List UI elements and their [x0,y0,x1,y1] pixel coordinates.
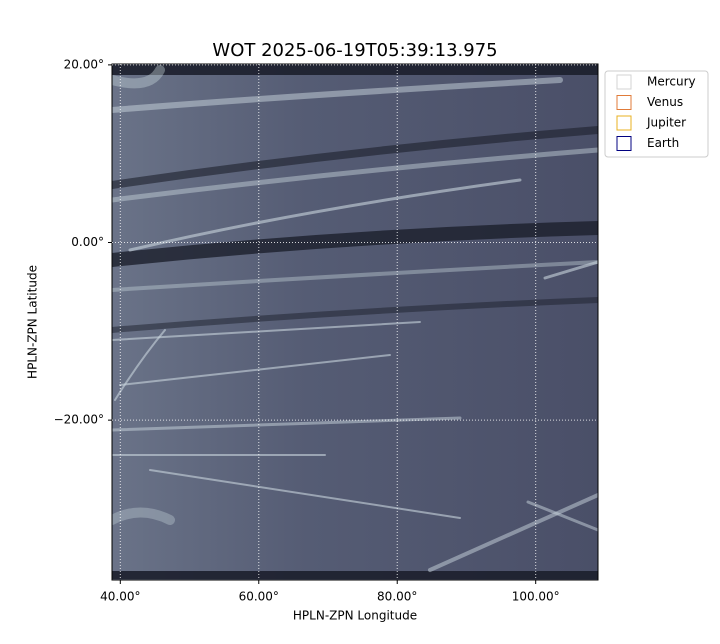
legend [604,70,709,158]
x-tick-label: 60.00° [239,590,279,604]
image [112,64,598,580]
legend-swatch [616,95,632,110]
chart-title: WOT 2025-06-19T05:39:13.975 [212,40,497,61]
legend-label: Mercury [647,75,696,89]
legend-swatch [616,74,632,90]
legend-label: Venus [647,95,683,109]
x-tick-label: 80.00° [377,590,417,604]
legend-swatch [616,115,632,131]
x-tick-label: 40.00° [100,590,140,604]
legend-label: Jupiter [646,116,686,130]
legend-label: Earth [647,136,679,150]
y-tick-label: −20.00° [54,413,104,427]
y-axis-label: HPLN-ZPN Latitude [26,265,40,379]
y-tick-label: 0.00° [71,235,104,249]
y-tick-label: 20.00° [64,57,104,71]
x-tick-label: 100.00° [512,590,560,604]
x-axis-label: HPLN-ZPN Longitude [293,609,417,623]
legend-swatch [616,136,632,151]
plot-frame [111,63,599,581]
